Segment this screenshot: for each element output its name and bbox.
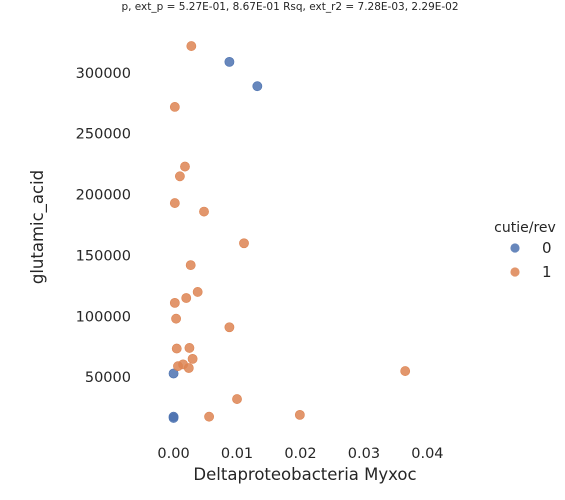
data-point-series-1 [400,366,411,376]
y-tick-label: 150000 [76,248,131,264]
data-point-series-1 [186,41,197,51]
legend-marker-0 [510,243,520,253]
data-point-series-0 [224,56,235,67]
data-point-series-1 [169,102,180,112]
data-point-series-1 [169,198,180,208]
data-point-series-1 [192,287,203,297]
data-point-series-1 [239,238,249,249]
data-point-series-1 [175,171,185,182]
x-tick-label: 0.01 [221,446,253,462]
x-tick-label: 0.00 [157,446,189,462]
legend: cutie/rev 0 1 [494,220,556,281]
data-point-series-1 [232,394,242,404]
y-tick-label: 100000 [76,309,131,325]
y-tick-label: 200000 [76,188,131,204]
x-tick-label: 0.03 [348,446,380,462]
data-point-series-1 [187,353,198,364]
y-tick-label: 250000 [76,127,131,143]
y-tick-label: 50000 [85,370,131,386]
legend-label-1: 1 [542,263,552,281]
data-point-series-1 [185,260,196,271]
data-point-series-1 [171,343,182,354]
data-point-series-1 [180,161,190,172]
data-point-series-0 [168,413,179,423]
data-point-series-1 [183,363,194,373]
y-axis-label: glutamic_acid [28,170,48,284]
chart-title: p, ext_p = 5.27E-01, 8.67E-01 Rsq, ext_r… [121,1,458,13]
x-tick-label: 0.02 [284,446,316,462]
y-axis-ticks: 50000 100000 150000 200000 250000 300000 [76,66,131,386]
legend-label-0: 0 [542,239,552,257]
y-tick-label: 300000 [76,66,131,82]
data-point-series-0 [168,368,179,379]
data-points [168,41,411,423]
x-axis-ticks: 0.00 0.01 0.02 0.03 0.04 [157,446,443,462]
legend-marker-1 [510,267,520,277]
data-point-series-1 [204,411,214,422]
legend-title: cutie/rev [494,220,556,236]
data-point-series-1 [169,297,180,308]
data-point-series-0 [252,81,263,92]
data-point-series-1 [294,409,305,420]
x-tick-label: 0.04 [411,446,443,462]
data-point-series-1 [181,293,192,303]
data-point-series-1 [199,206,209,217]
data-point-series-1 [184,343,195,353]
data-point-series-1 [171,313,181,324]
data-point-series-1 [224,322,235,333]
x-axis-label: Deltaproteobacteria Myxoc [193,465,416,484]
data-point-series-1 [173,361,183,372]
